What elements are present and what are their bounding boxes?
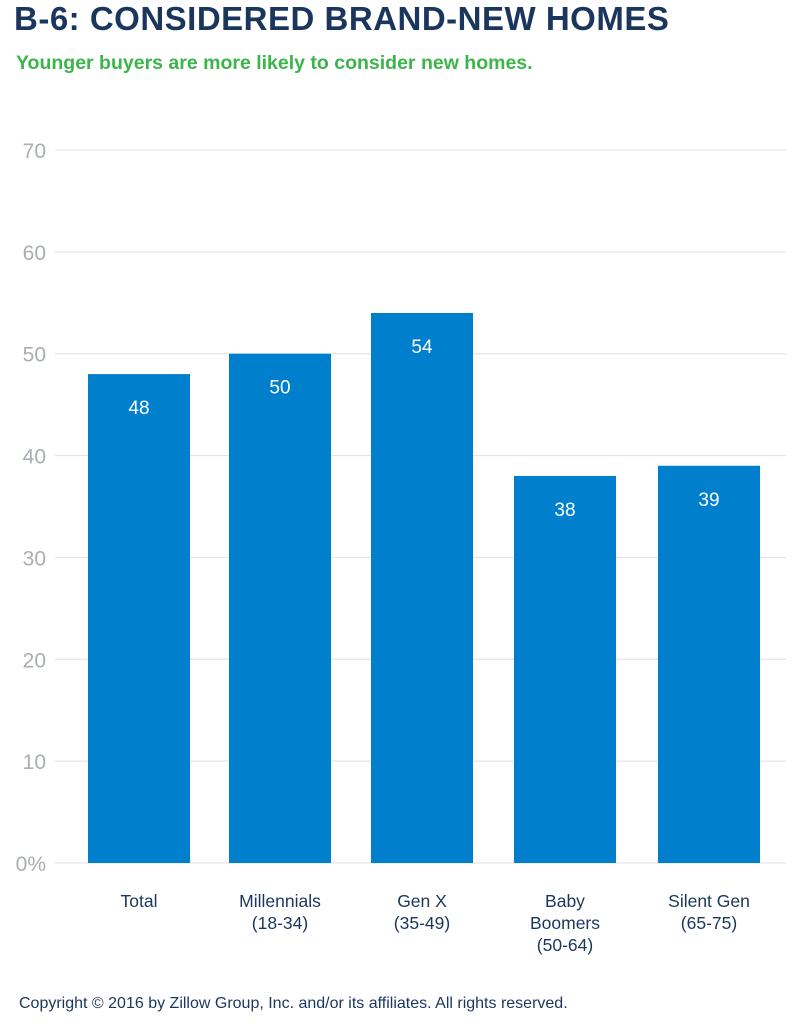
- bar: [229, 353, 331, 863]
- chart-title: B-6: CONSIDERED BRAND-NEW HOMES: [14, 0, 670, 37]
- y-tick-label: 40: [23, 446, 46, 469]
- bar: [514, 475, 616, 863]
- bar: [88, 374, 190, 863]
- x-tick-label: Total: [121, 891, 158, 911]
- bar-value-label: 54: [411, 337, 433, 358]
- y-tick-label: 10: [23, 751, 46, 774]
- y-tick-label: 70: [23, 140, 46, 163]
- x-tick-label: Baby: [545, 891, 585, 911]
- data-labels: 48 50 54 38 39: [128, 337, 719, 521]
- x-tick-label: (35-49): [394, 913, 450, 933]
- y-tick-label: 60: [23, 242, 46, 265]
- bar-value-label: 38: [554, 500, 575, 521]
- bars: [88, 312, 760, 863]
- x-axis-ticks: Total Millennials(18-34) Gen X(35-49) BabyB…: [121, 891, 750, 955]
- x-tick-label: (65-75): [681, 913, 737, 933]
- x-tick-label: Millennials: [239, 891, 321, 911]
- x-tick-label: (50-64): [537, 935, 593, 955]
- bar-value-label: 50: [269, 378, 290, 399]
- x-tick-label: Silent Gen: [668, 891, 750, 911]
- chart-subtitle: Younger buyers are more likely to consid…: [16, 52, 533, 74]
- bar: [658, 465, 760, 863]
- y-tick-label: 30: [23, 547, 46, 570]
- y-tick-label: 20: [23, 649, 46, 672]
- bar: [371, 312, 473, 863]
- y-tick-label: 0%: [16, 853, 46, 876]
- copyright-footer: Copyright © 2016 by Zillow Group, Inc. a…: [19, 995, 568, 1012]
- bar-value-label: 48: [128, 398, 149, 419]
- bar-value-label: 39: [698, 490, 719, 511]
- y-tick-label: 50: [23, 344, 46, 367]
- x-tick-label: Boomers: [530, 913, 600, 933]
- x-tick-label: Gen X: [397, 891, 447, 911]
- y-axis-ticks: 0% 10 20 30 40 50 60 70: [16, 140, 46, 876]
- x-tick-label: (18-34): [252, 913, 308, 933]
